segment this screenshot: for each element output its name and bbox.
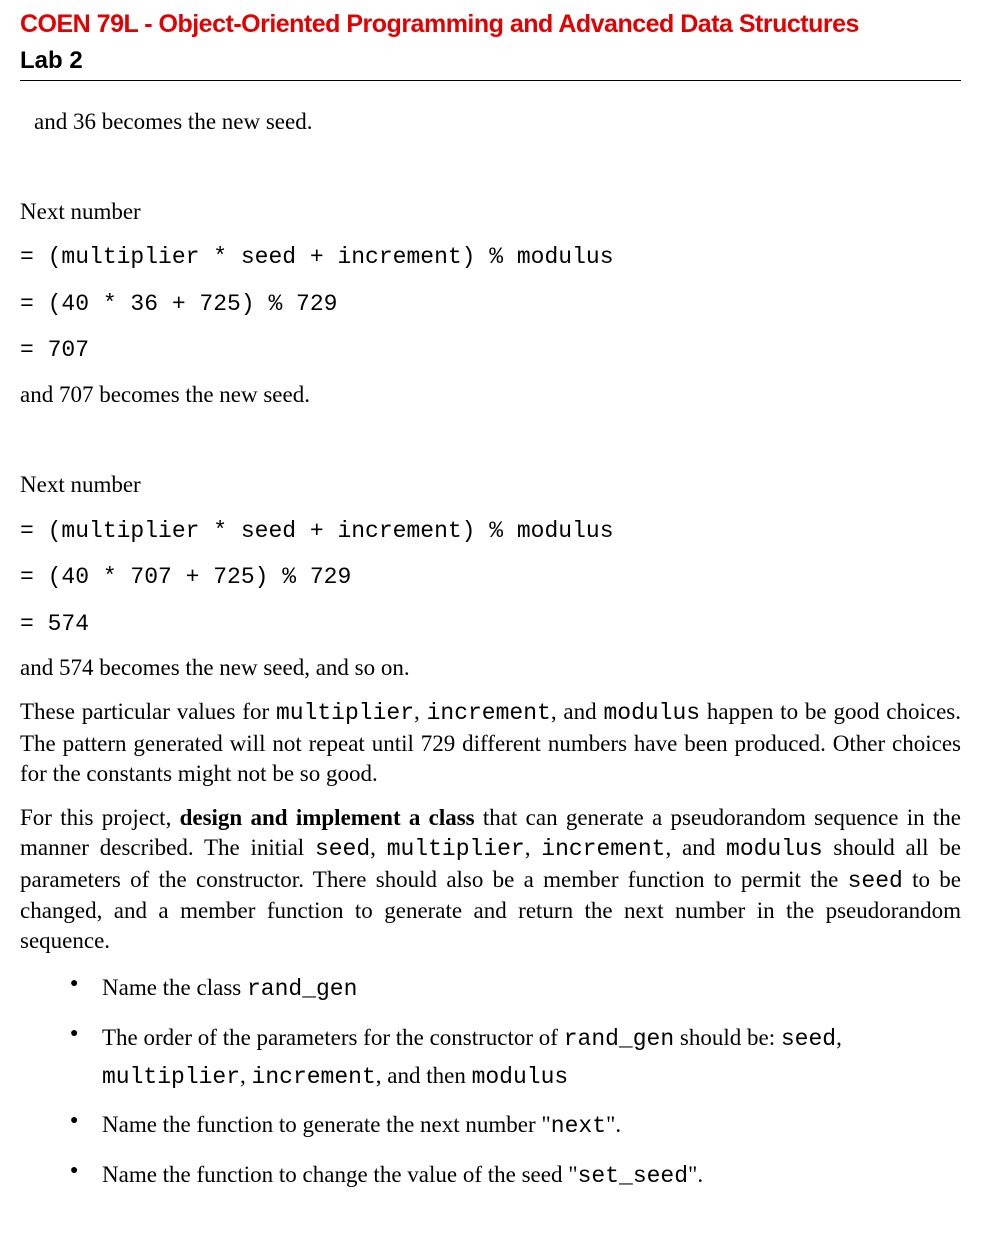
code-multiplier: multiplier [276, 700, 414, 726]
code-multiplier: multiplier [387, 836, 525, 862]
code-increment: increment [541, 836, 665, 862]
code-rand-gen: rand_gen [247, 976, 357, 1002]
code-next: next [551, 1113, 606, 1139]
calc1-line1: = (multiplier * seed + increment) % modu… [20, 240, 961, 275]
code-increment: increment [252, 1064, 376, 1090]
text: , and [666, 835, 727, 860]
code-set-seed: set_seed [578, 1163, 688, 1189]
text: ". [688, 1162, 703, 1187]
calc1-line2: = (40 * 36 + 725) % 729 [20, 287, 961, 322]
page: COEN 79L - Object-Oriented Programming a… [0, 0, 981, 1236]
list-item: Name the function to change the value of… [54, 1157, 961, 1195]
text-seed-574: and 574 becomes the new seed, and so on. [20, 653, 961, 683]
text: , [525, 835, 542, 860]
text: , [370, 835, 387, 860]
spacer [20, 424, 961, 470]
bold-design-implement: design and implement a class [180, 805, 475, 830]
list-item: The order of the parameters for the cons… [54, 1020, 961, 1095]
text: , [414, 699, 427, 724]
para-project: For this project, design and implement a… [20, 803, 961, 956]
code-increment: increment [427, 700, 551, 726]
text-seed-707: and 707 becomes the new seed. [20, 380, 961, 410]
text-seed-36: and 36 becomes the new seed. [34, 107, 961, 137]
text: , and then [376, 1063, 472, 1088]
next-number-label-1: Next number [20, 197, 961, 227]
code-seed: seed [848, 868, 903, 894]
course-title: COEN 79L - Object-Oriented Programming a… [20, 8, 961, 41]
calc2-line2: = (40 * 707 + 725) % 729 [20, 560, 961, 595]
text: Name the function to generate the next n… [102, 1112, 551, 1137]
text: Name the class [102, 975, 247, 1000]
text: ". [606, 1112, 621, 1137]
calc2-line3: = 574 [20, 607, 961, 642]
spacer [20, 151, 961, 197]
calc1-line3: = 707 [20, 333, 961, 368]
text: These particular values for [20, 699, 276, 724]
text: The order of the parameters for the cons… [102, 1025, 564, 1050]
text: , and [551, 699, 604, 724]
para-values: These particular values for multiplier , … [20, 697, 961, 789]
text: Name the function to change the value of… [102, 1162, 578, 1187]
text: For this project, [20, 805, 180, 830]
text: should be: [674, 1025, 781, 1050]
code-modulus: modulus [472, 1064, 569, 1090]
code-modulus: modulus [726, 836, 823, 862]
code-seed: seed [315, 836, 370, 862]
list-item: Name the class rand_gen [54, 970, 961, 1008]
bullet-list: Name the class rand_gen The order of the… [20, 970, 961, 1194]
code-rand-gen: rand_gen [564, 1026, 674, 1052]
text: , [836, 1025, 842, 1050]
next-number-label-2: Next number [20, 470, 961, 500]
text: , [240, 1063, 252, 1088]
list-item: Name the function to generate the next n… [54, 1107, 961, 1145]
code-seed: seed [781, 1026, 836, 1052]
code-multiplier: multiplier [102, 1064, 240, 1090]
calc2-line1: = (multiplier * seed + increment) % modu… [20, 514, 961, 549]
code-modulus: modulus [603, 700, 700, 726]
lab-title: Lab 2 [20, 45, 961, 81]
